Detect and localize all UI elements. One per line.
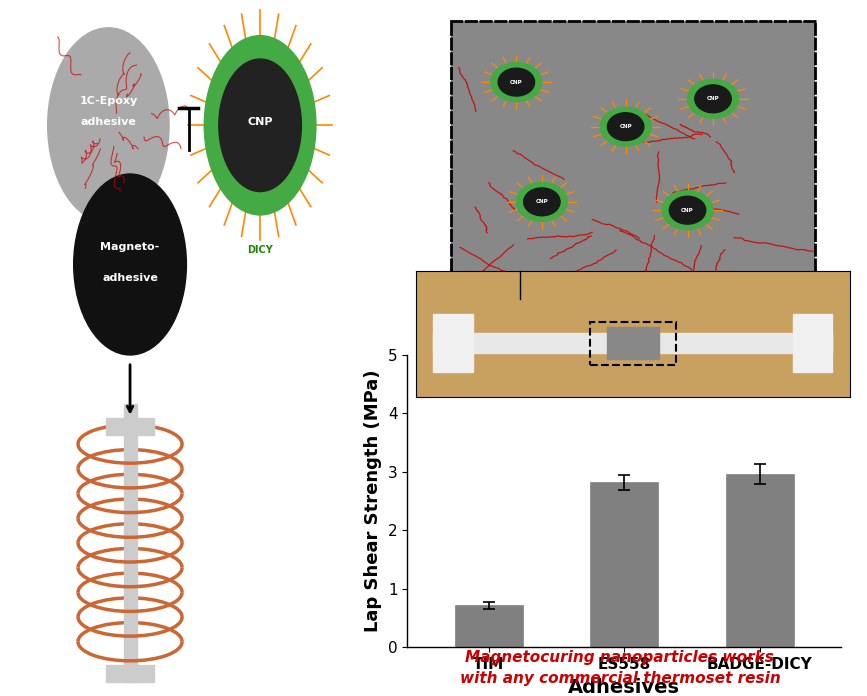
Y-axis label: Lap Shear Strength (MPa): Lap Shear Strength (MPa)	[364, 370, 382, 633]
Text: 30 wt.% CNP + Adh.@ABS: 30 wt.% CNP + Adh.@ABS	[489, 367, 663, 381]
Circle shape	[524, 188, 560, 216]
Bar	[123, 404, 136, 682]
Circle shape	[608, 113, 644, 141]
Text: DICY: DICY	[247, 245, 273, 255]
Circle shape	[218, 59, 302, 191]
Bar	[455, 606, 523, 647]
Bar	[607, 326, 659, 359]
Text: adhesive: adhesive	[81, 117, 136, 127]
Text: CNP: CNP	[707, 96, 720, 102]
Circle shape	[499, 68, 535, 96]
Text: CNP: CNP	[681, 207, 694, 213]
Text: Magnetocuring nanoparticles works: Magnetocuring nanoparticles works	[466, 650, 774, 665]
Circle shape	[205, 35, 316, 215]
Bar	[434, 314, 473, 372]
Bar	[106, 418, 154, 435]
Circle shape	[74, 174, 186, 355]
Circle shape	[662, 191, 713, 230]
Circle shape	[48, 28, 169, 223]
Circle shape	[600, 107, 651, 146]
Text: CNP: CNP	[619, 124, 632, 129]
Bar	[726, 474, 793, 647]
Text: CNP: CNP	[510, 79, 523, 85]
Bar	[106, 665, 154, 682]
Text: Magneto-: Magneto-	[101, 242, 160, 252]
Bar	[793, 314, 832, 372]
Text: with any commercial thermoset resin: with any commercial thermoset resin	[460, 671, 780, 686]
Circle shape	[491, 63, 542, 102]
Circle shape	[517, 182, 567, 221]
Bar	[434, 333, 832, 353]
Circle shape	[669, 196, 706, 224]
Bar	[590, 322, 676, 365]
Text: adhesive: adhesive	[102, 274, 158, 283]
Text: CNP: CNP	[247, 117, 273, 127]
Circle shape	[688, 79, 739, 118]
Text: 1C-Epoxy: 1C-Epoxy	[79, 96, 138, 106]
Bar	[590, 482, 658, 647]
Circle shape	[694, 85, 731, 113]
X-axis label: Adhesives: Adhesives	[568, 678, 681, 696]
Text: CNP: CNP	[536, 199, 548, 205]
